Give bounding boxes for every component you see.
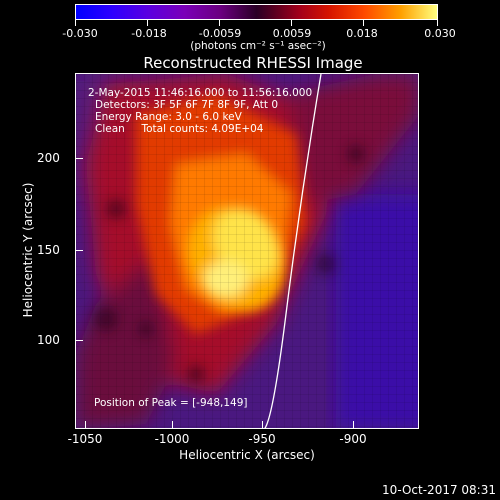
- colorbar-tick: [437, 20, 438, 26]
- peak-position-text: Position of Peak = [-948,149]: [94, 397, 248, 409]
- energy-range-text: Energy Range: 3.0 - 6.0 keV: [95, 111, 242, 123]
- colorbar-label: -0.018: [131, 27, 167, 40]
- colorbar-tick: [147, 20, 148, 26]
- time-range-text: 2-May-2015 11:46:16.000 to 11:56:16.000: [88, 87, 313, 99]
- colorbar-tick: [363, 20, 364, 26]
- colorbar-label: -0.030: [62, 27, 98, 40]
- colorbar: [75, 4, 438, 20]
- x-tick: [353, 421, 354, 429]
- y-tick: [75, 250, 83, 251]
- image-plot-area: 2-May-2015 11:46:16.000 to 11:56:16.000 …: [75, 73, 419, 429]
- image-title: Reconstructed RHESSI Image: [143, 54, 363, 72]
- footer-timestamp: 10-Oct-2017 08:31: [382, 483, 496, 497]
- x-tick: [262, 421, 263, 429]
- x-tick: [85, 421, 86, 429]
- x-tick-label: -950: [248, 432, 276, 446]
- colorbar-units: (photons cm⁻² s⁻¹ asec⁻²): [190, 40, 326, 52]
- colorbar-tick: [219, 20, 220, 26]
- x-axis-title: Heliocentric X (arcsec): [179, 448, 315, 462]
- y-tick-label: 200: [37, 151, 60, 165]
- x-tick-label: -1050: [67, 432, 103, 446]
- y-tick: [75, 158, 83, 159]
- x-tick: [172, 421, 173, 429]
- solar-limb-line: [264, 74, 322, 428]
- x-tick-label: -1000: [154, 432, 190, 446]
- rhessi-image: [76, 74, 418, 428]
- colorbar-label: -0.0059: [198, 27, 242, 40]
- y-tick-label: 150: [37, 243, 60, 257]
- colorbar-tick: [75, 20, 76, 26]
- colorbar-label: 0.018: [346, 27, 378, 40]
- y-tick-label: 100: [37, 333, 60, 347]
- colorbar-label: 0.030: [424, 27, 456, 40]
- colorbar-label: 0.0059: [272, 27, 312, 40]
- y-axis-title: Heliocentric Y (arcsec): [21, 182, 35, 318]
- detectors-text: Detectors: 3F 5F 6F 7F 8F 9F, Att 0: [95, 99, 279, 111]
- y-tick: [75, 340, 83, 341]
- colorbar-tick: [291, 20, 292, 26]
- x-tick-label: -900: [339, 432, 367, 446]
- counts-text: Clean Total counts: 4.09E+04: [95, 123, 264, 135]
